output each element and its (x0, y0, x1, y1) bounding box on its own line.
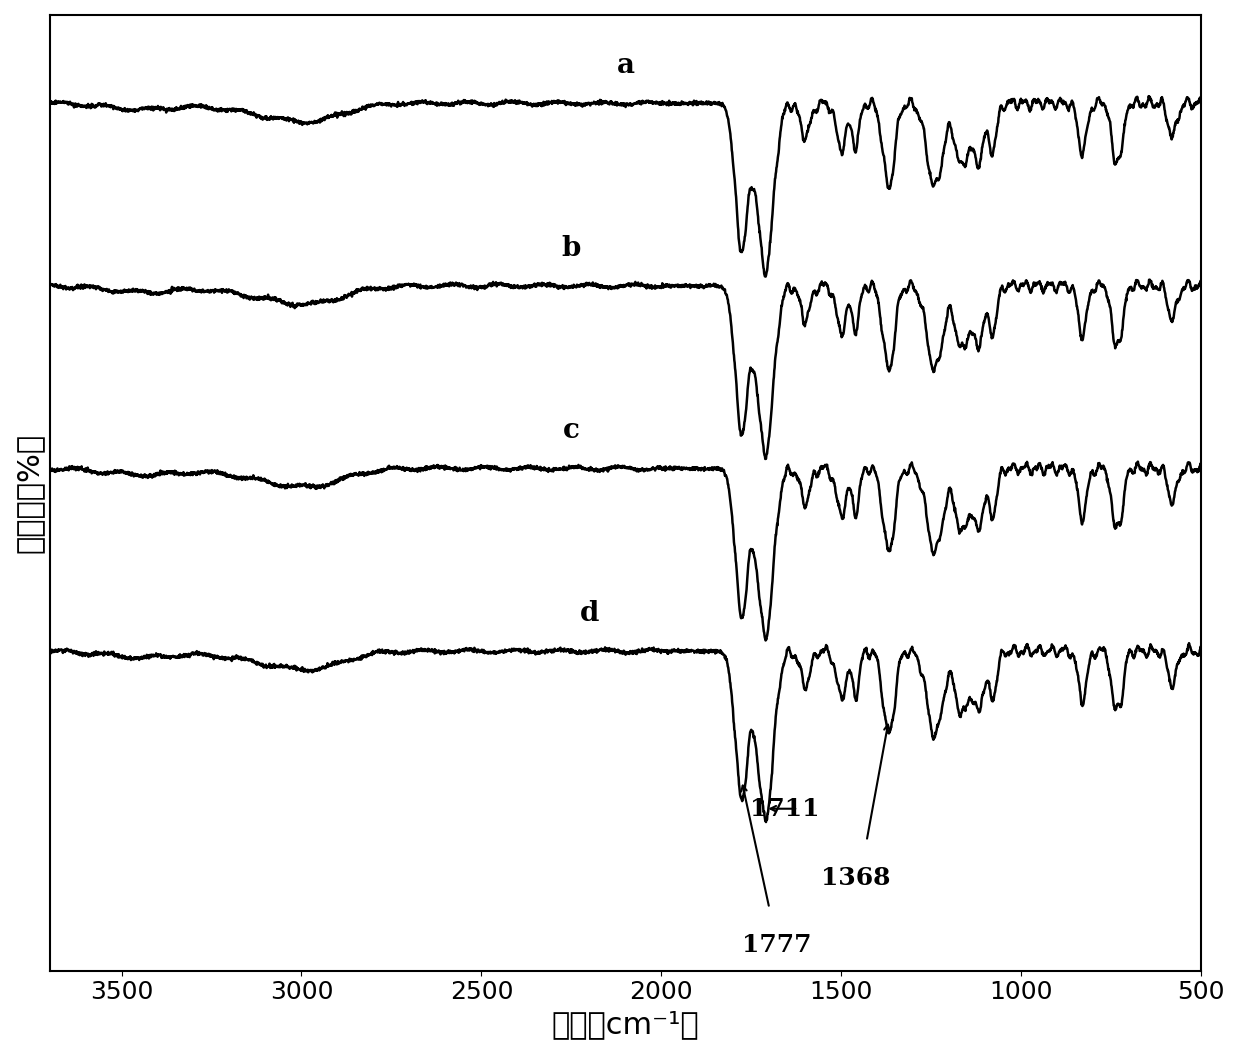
Text: a: a (616, 52, 635, 79)
Text: b: b (562, 235, 582, 261)
Text: 1368: 1368 (821, 865, 890, 890)
Text: 1777: 1777 (742, 933, 811, 957)
Y-axis label: 透过率（%）: 透过率（%） (15, 433, 43, 553)
X-axis label: 波数（cm⁻¹）: 波数（cm⁻¹） (552, 1010, 699, 1039)
Text: d: d (580, 600, 599, 627)
Text: 1711: 1711 (750, 797, 820, 821)
Text: c: c (563, 417, 580, 444)
